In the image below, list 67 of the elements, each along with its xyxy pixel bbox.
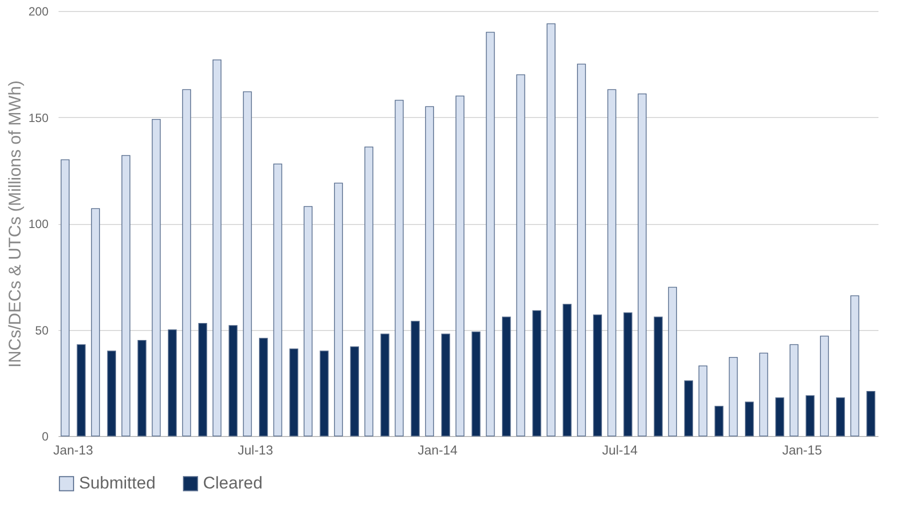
bar xyxy=(242,91,252,436)
bar xyxy=(212,59,222,436)
bar xyxy=(836,397,845,436)
y-tick-label: 200 xyxy=(28,4,49,18)
bar xyxy=(623,312,632,436)
x-tick-label: Jan-13 xyxy=(53,442,94,458)
bar xyxy=(410,320,420,436)
bar xyxy=(456,96,464,436)
bar xyxy=(654,316,663,436)
bar xyxy=(289,348,298,436)
x-tick-label: Jul-13 xyxy=(238,442,274,458)
bar xyxy=(107,350,116,436)
bar xyxy=(91,208,100,436)
y-tick-label: 150 xyxy=(28,110,49,125)
bar xyxy=(334,182,343,436)
bar xyxy=(850,295,860,436)
bar xyxy=(425,106,434,436)
bar xyxy=(728,356,738,436)
bar xyxy=(121,155,130,436)
bar xyxy=(228,325,238,436)
bar xyxy=(320,350,329,436)
legend-label: Submitted xyxy=(79,474,156,493)
bar xyxy=(502,316,511,436)
bar xyxy=(546,23,556,436)
bar xyxy=(759,352,768,436)
bar xyxy=(577,64,586,436)
y-tick-label: 50 xyxy=(35,323,49,338)
bar xyxy=(394,100,404,436)
bar xyxy=(593,314,602,436)
bar xyxy=(76,344,86,436)
bar xyxy=(364,146,374,436)
bar xyxy=(684,380,694,436)
bar xyxy=(198,322,208,436)
x-tick-label: Jul-14 xyxy=(602,442,638,458)
y-tick-label: 100 xyxy=(28,217,49,231)
bar xyxy=(472,331,480,436)
legend-label: Cleared xyxy=(203,474,263,493)
bar xyxy=(152,118,161,436)
bar xyxy=(775,397,784,436)
bar xyxy=(138,340,146,436)
bar xyxy=(259,338,268,436)
bar xyxy=(638,93,647,436)
x-tick-label: Jan-14 xyxy=(418,442,458,458)
bar xyxy=(790,344,798,436)
bar xyxy=(744,402,754,436)
bar xyxy=(60,159,70,436)
x-tick-label: Jan-15 xyxy=(782,442,822,458)
bar xyxy=(698,365,708,436)
y-axis-title: INCs/DECs & UTCs (Millions of MWh) xyxy=(5,80,24,368)
bar xyxy=(668,286,677,436)
bar xyxy=(168,329,177,436)
bar xyxy=(273,164,282,436)
bar xyxy=(441,334,450,436)
bar xyxy=(350,346,359,436)
bar xyxy=(866,390,876,436)
bar xyxy=(714,406,724,436)
bar xyxy=(820,336,829,436)
bar xyxy=(806,395,815,436)
bar xyxy=(304,206,313,436)
bar xyxy=(486,32,495,436)
bar xyxy=(516,74,526,436)
bar xyxy=(562,304,572,436)
y-tick-label: 0 xyxy=(42,430,49,444)
bar xyxy=(532,310,542,436)
bar xyxy=(380,334,390,436)
bar xyxy=(182,89,192,436)
bar xyxy=(607,89,616,436)
